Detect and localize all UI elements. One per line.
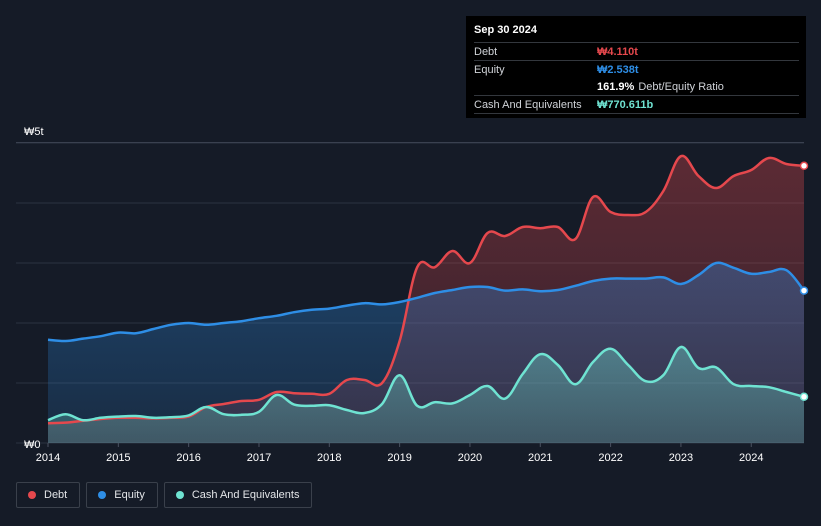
legend-equity-label: Equity xyxy=(114,489,145,501)
x-tick-label: 2020 xyxy=(458,452,482,464)
tooltip-date: Sep 30 2024 xyxy=(474,24,537,36)
tooltip-ratio-row: 161.9% Debt/Equity Ratio xyxy=(474,78,799,95)
cash-endpoint xyxy=(799,392,809,402)
chart-lines xyxy=(47,154,805,425)
y-tick-label: ₩5t xyxy=(24,126,44,138)
y-tick-label: ₩0 xyxy=(24,439,41,451)
x-tick-label: 2019 xyxy=(387,452,411,464)
x-tick-label: 2022 xyxy=(598,452,622,464)
tooltip-debt-value: ₩4.110t xyxy=(597,45,638,58)
x-tick-label: 2016 xyxy=(176,452,200,464)
x-tick-label: 2017 xyxy=(247,452,271,464)
tooltip-equity-row: Equity ₩2.538t xyxy=(474,60,799,78)
x-tick-label: 2015 xyxy=(106,452,130,464)
equity-endpoint xyxy=(799,286,809,295)
x-tick-label: 2024 xyxy=(739,452,763,464)
x-axis-ticks: 2014 2015 2016 2017 2018 2019 2020 2021 2022 2023… xyxy=(36,443,763,464)
legend-debt-label: Debt xyxy=(44,489,68,501)
legend-debt-dot xyxy=(28,491,36,499)
tooltip-debt-label: Debt xyxy=(474,45,498,58)
tooltip-ratio-value: 161.9% xyxy=(597,80,635,93)
cash-line xyxy=(47,345,805,422)
tooltip-debt-row: Debt ₩4.110t xyxy=(474,42,799,60)
tooltip-equity-label: Equity xyxy=(474,63,505,76)
x-tick-label: 2014 xyxy=(36,452,60,464)
equity-line xyxy=(47,261,805,343)
chart-areas xyxy=(48,155,804,443)
tooltip-cash-row: Cash And Equivalents ₩770.611b xyxy=(474,95,799,114)
legend-equity-dot xyxy=(98,491,107,499)
debt-endpoint xyxy=(799,161,809,171)
plot-top-border xyxy=(16,142,804,143)
legend-cash-dot xyxy=(175,491,184,499)
x-tick-label: 2021 xyxy=(528,452,552,464)
data-tooltip: Sep 30 2024 Debt ₩4.110t Equity ₩2.538t … xyxy=(466,16,806,118)
chart-endpoints xyxy=(799,161,809,402)
cash-area xyxy=(48,346,804,443)
x-tick-label: 2018 xyxy=(317,452,341,464)
legend-item-debt[interactable]: Debt xyxy=(16,482,81,508)
tooltip-ratio-label: Debt/Equity Ratio xyxy=(638,80,724,93)
y-axis-ticks: ₩0 ₩5t xyxy=(24,126,44,451)
tooltip-cash-value: ₩770.611b xyxy=(597,98,654,111)
legend-cash-label: Cash And Equivalents xyxy=(191,489,300,501)
tooltip-equity-value: ₩2.538t xyxy=(597,63,639,76)
chart-legend: Debt Equity Cash And Equivalents xyxy=(16,482,313,508)
legend-item-equity[interactable]: Equity xyxy=(86,482,158,508)
x-tick-label: 2023 xyxy=(669,452,693,464)
legend-item-cash[interactable]: Cash And Equivalents xyxy=(163,482,313,508)
tooltip-cash-label: Cash And Equivalents xyxy=(474,98,582,111)
